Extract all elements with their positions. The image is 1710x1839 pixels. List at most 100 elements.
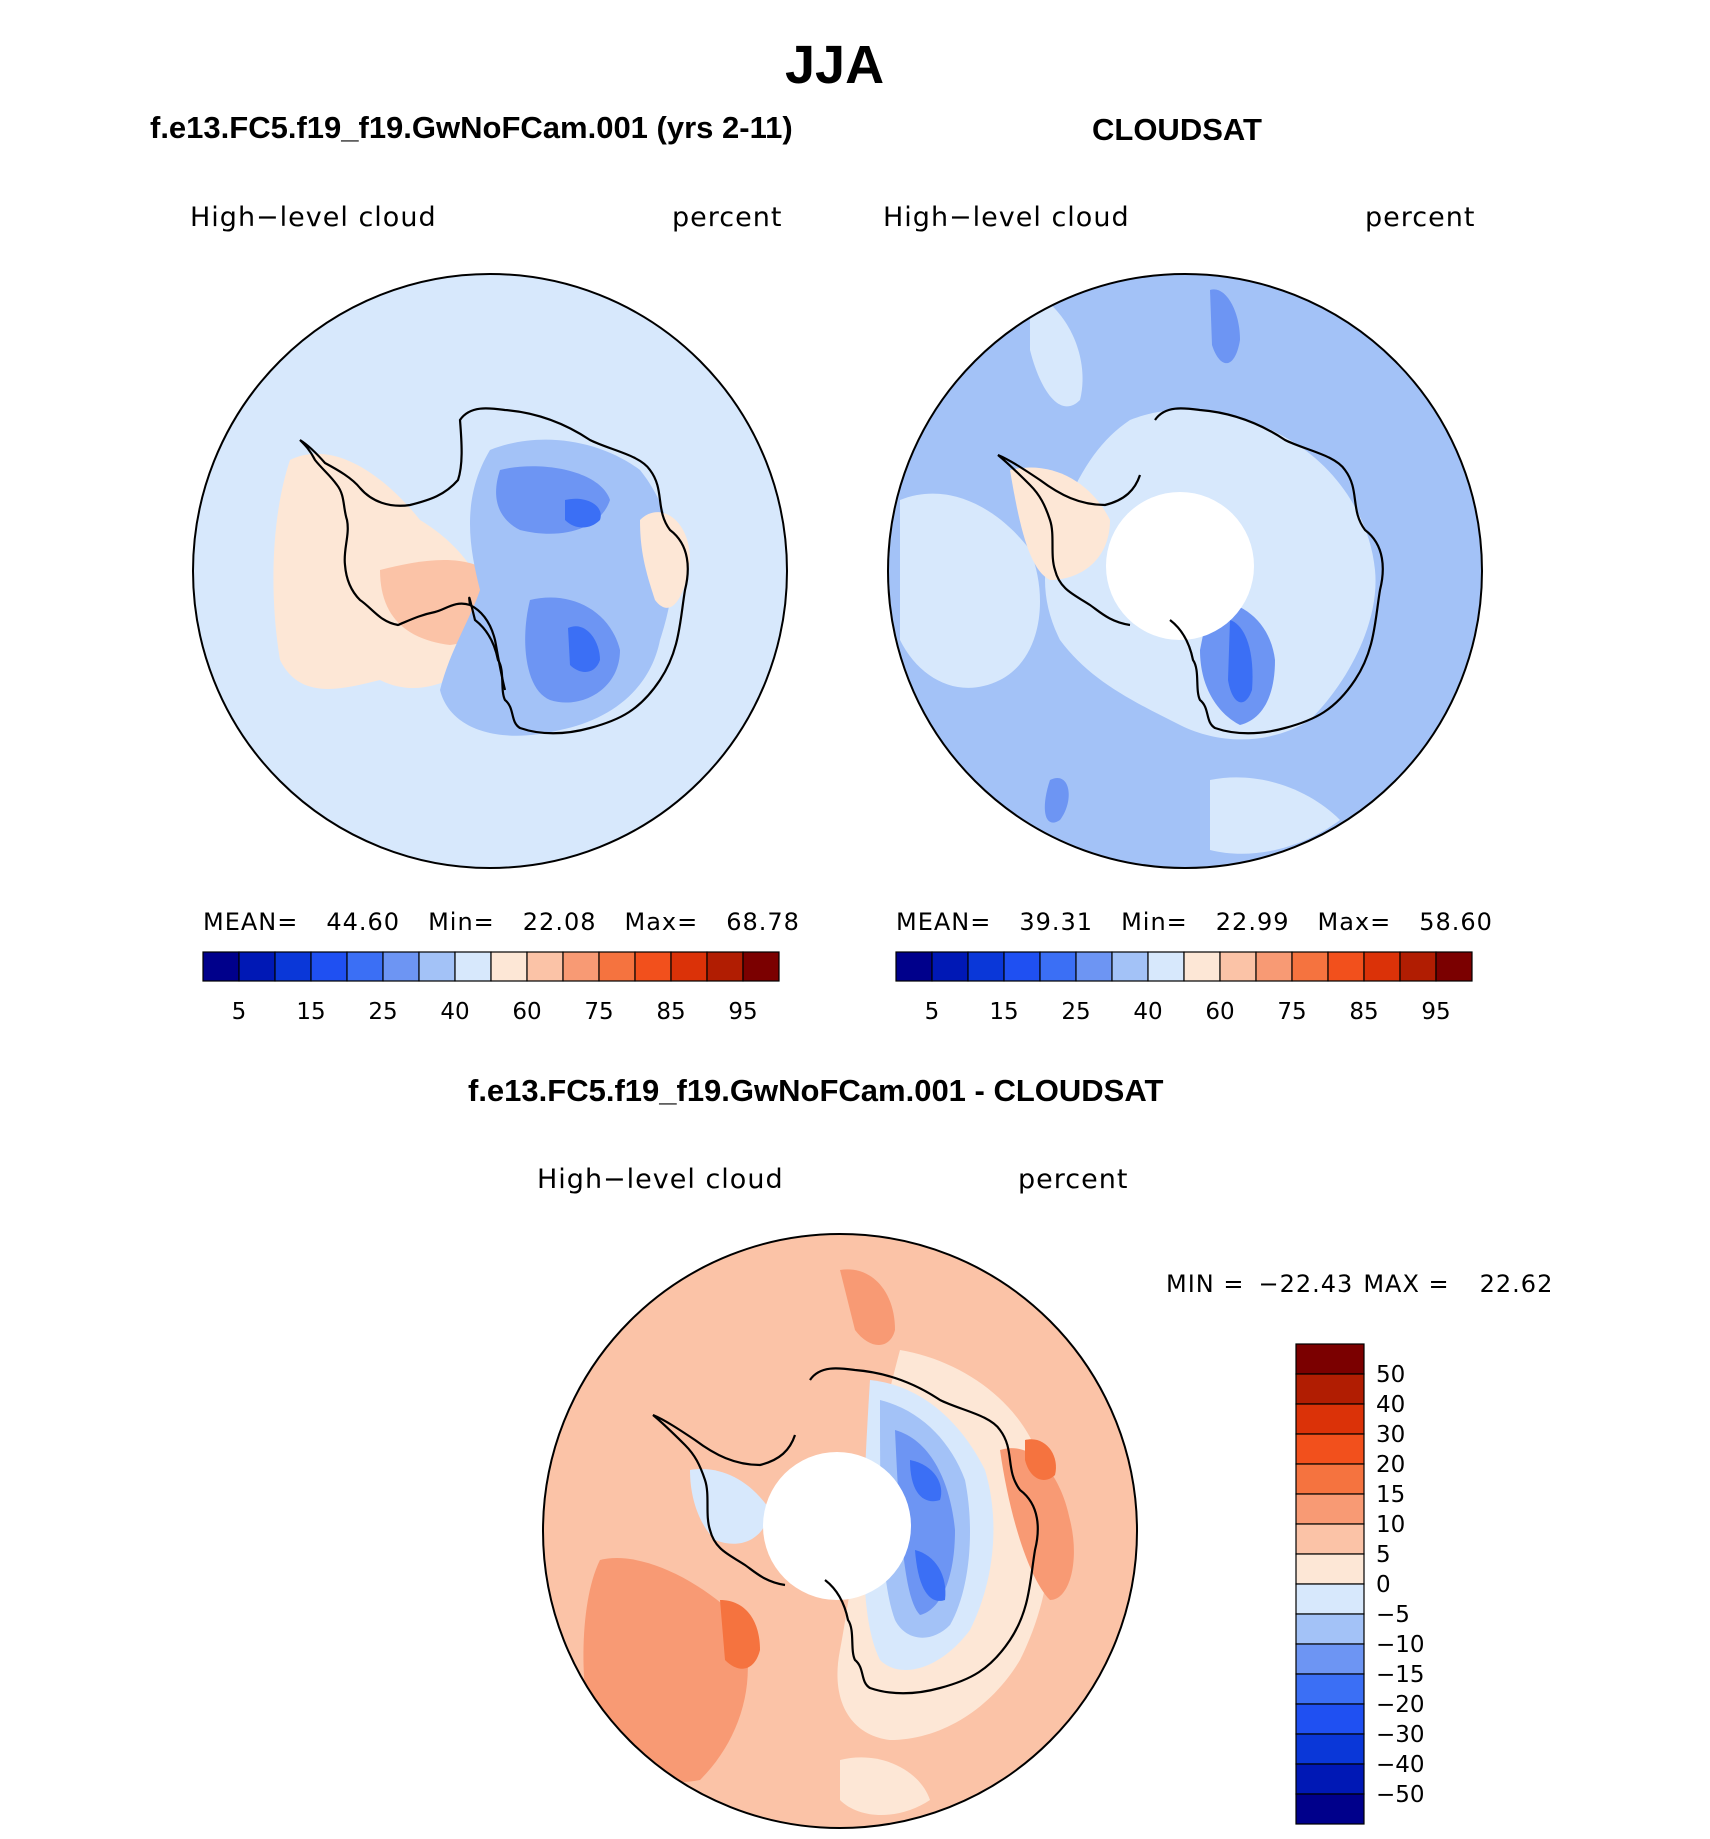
colorbar-tick-label: 25 [368, 999, 397, 1025]
field-ross-strong [720, 1600, 760, 1669]
mean-value: 39.31 [1019, 908, 1094, 936]
field-north-negative [1210, 289, 1240, 364]
min-label: MIN = [1166, 1270, 1245, 1298]
variable-label-diff: High−level cloud [537, 1164, 784, 1195]
stats-obs: MEAN= 39.31 Min= 22.99 Max= 58.60 [896, 908, 1493, 936]
units-label-model: percent [672, 202, 783, 233]
stats-model: MEAN= 44.60 Min= 22.08 Max= 68.78 [203, 908, 800, 936]
mean-label: MEAN= [203, 908, 299, 936]
map-model [193, 274, 787, 868]
colorbar-swatch [1183, 951, 1221, 982]
field-west-light-1 [900, 493, 1040, 688]
colorbar-tick-label: −20 [1376, 1692, 1425, 1718]
figure-title: JJA [785, 35, 885, 95]
colorbar-tick-label: 85 [1349, 999, 1378, 1025]
colorbar-tick-label: −30 [1376, 1722, 1425, 1748]
colorbar-swatch [1295, 1793, 1365, 1825]
colorbar-swatch [1295, 1523, 1365, 1555]
colorbar-tick-label: 40 [1376, 1392, 1405, 1418]
min-value: −22.43 [1258, 1270, 1354, 1298]
colorbar-tick-label: −5 [1376, 1602, 1410, 1628]
colorbar-swatch [1295, 1583, 1365, 1615]
colorbar-tick-label: −50 [1376, 1782, 1425, 1808]
map-border-obs [887, 273, 1483, 869]
colorbar-tick-label: 15 [989, 999, 1018, 1025]
min-label: Min= [428, 908, 495, 936]
max-label: Max= [1317, 908, 1392, 936]
colorbar-tick-label: 75 [1277, 999, 1306, 1025]
colorbar-swatch [1295, 1763, 1365, 1795]
colorbar-swatch [931, 951, 969, 982]
variable-label-obs: High−level cloud [883, 202, 1130, 233]
map-obs [888, 274, 1482, 868]
colorbar-tick-label: 25 [1061, 999, 1090, 1025]
colorbar-tick-label: 60 [512, 999, 541, 1025]
pole-hole [1106, 492, 1254, 640]
colorbar-obs: 5 15 25 40 60 75 85 95 [895, 951, 1473, 1025]
map-border-diff [542, 1233, 1138, 1829]
colorbar-swatch [670, 951, 708, 982]
panel-title-model: f.e13.FC5.f19_f19.GwNoFCam.001 (yrs 2-11… [150, 110, 793, 145]
colorbar-swatch [1295, 1673, 1365, 1705]
colorbar-swatch [967, 951, 1005, 982]
colorbar-swatch [1295, 1643, 1365, 1675]
field-northeast-positive [1025, 1439, 1056, 1480]
colorbar-swatch [1075, 951, 1113, 982]
max-value: 68.78 [726, 908, 800, 936]
field-north-positive [840, 1269, 895, 1345]
colorbar-tick-label: 40 [1133, 999, 1162, 1025]
colorbar-swatch [1291, 951, 1329, 982]
colorbar-tick-label: 30 [1376, 1422, 1405, 1448]
field-min-south [568, 626, 600, 672]
colorbar-swatch [1295, 1703, 1365, 1735]
colorbar-tick-label: 40 [440, 999, 469, 1025]
colorbar-swatch [1003, 951, 1041, 982]
colorbar-swatch [382, 951, 420, 982]
panel-title-obs: CLOUDSAT [1092, 112, 1262, 147]
mean-value: 44.60 [326, 908, 401, 936]
colorbar-tick-label: 10 [1376, 1512, 1405, 1538]
max-label: Max= [624, 908, 699, 936]
colorbar-swatch [238, 951, 276, 982]
colorbar-swatch [310, 951, 348, 982]
colorbar-swatch [742, 951, 780, 982]
field-core-inner [895, 1430, 955, 1615]
colorbar-swatch [1295, 1493, 1365, 1525]
field-south-neutral [840, 1757, 930, 1815]
colorbar-swatch [1219, 951, 1257, 982]
colorbar-swatch [1295, 1553, 1365, 1585]
min-label: Min= [1121, 908, 1188, 936]
field-ross-positive [583, 1558, 748, 1782]
coastline [652, 1367, 1039, 1695]
colorbar-tick-label: 5 [925, 999, 940, 1025]
colorbar-model: 5 15 25 40 60 75 85 95 [202, 951, 780, 1025]
colorbar-tick-label: 15 [1376, 1482, 1405, 1508]
field-min-north [565, 498, 601, 528]
map-border-model [192, 273, 788, 869]
colorbar-tick-label: 15 [296, 999, 325, 1025]
field-peninsula-patch [1010, 467, 1110, 580]
field-south-light [1210, 777, 1340, 854]
colorbar-tick-label: 60 [1205, 999, 1234, 1025]
pole-hole [763, 1452, 911, 1600]
colorbar-swatch [1111, 951, 1149, 982]
colorbar-swatch [562, 951, 600, 982]
colorbar-swatch [1399, 951, 1437, 982]
colorbar-swatch [706, 951, 744, 982]
panel-title-diff: f.e13.FC5.f19_f19.GwNoFCam.001 - CLOUDSA… [468, 1073, 1164, 1108]
colorbar-swatch [454, 951, 492, 982]
colorbar-tick-label: 85 [656, 999, 685, 1025]
colorbar-swatch [202, 951, 240, 982]
colorbar-swatch [1363, 951, 1401, 982]
colorbar-swatch [1039, 951, 1077, 982]
field-east-patch [1044, 778, 1069, 823]
colorbar-tick-label: 50 [1376, 1362, 1405, 1388]
colorbar-tick-label: 0 [1376, 1572, 1391, 1598]
units-label-obs: percent [1365, 202, 1476, 233]
field-peninsula-negative [690, 1469, 770, 1544]
max-value: 22.62 [1479, 1270, 1554, 1298]
colorbar-swatch [1295, 1403, 1365, 1435]
colorbar-swatch [1295, 1613, 1365, 1645]
